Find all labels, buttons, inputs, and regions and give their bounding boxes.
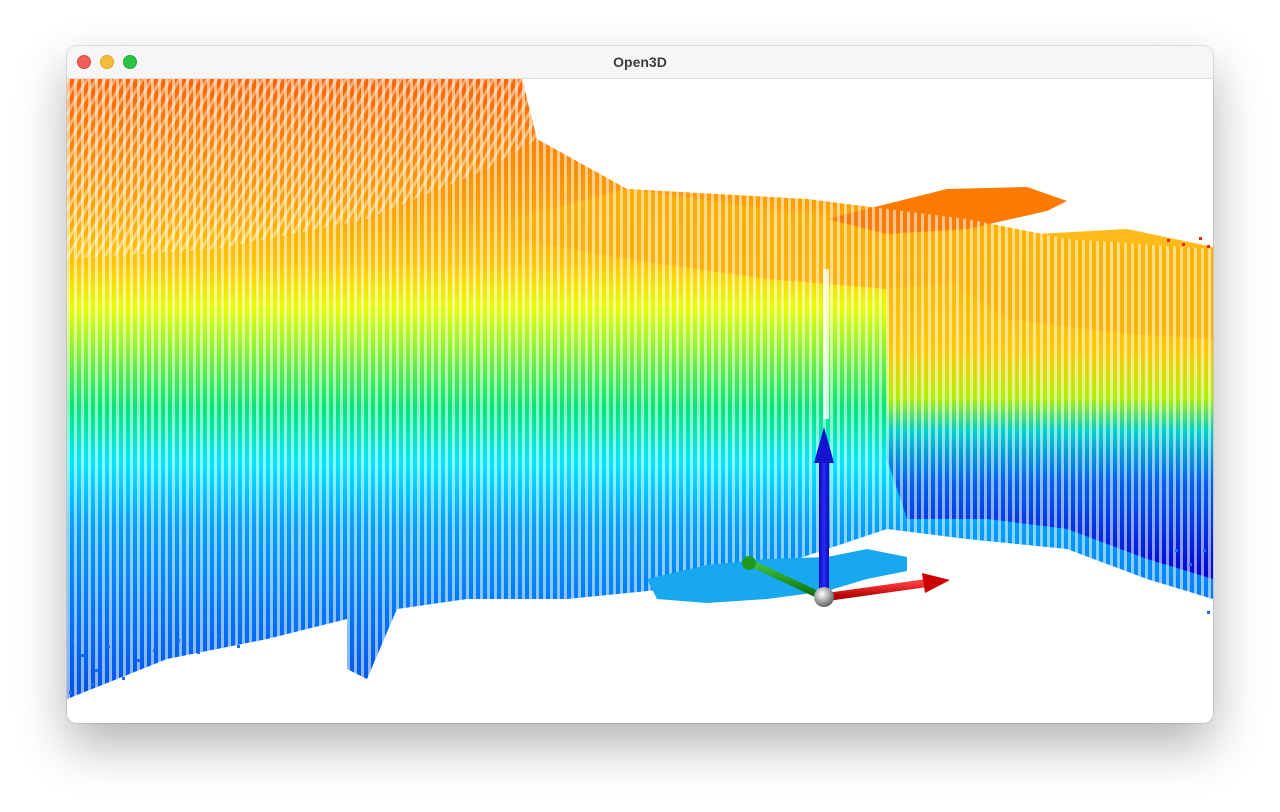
point-sampling-texture-top bbox=[67, 79, 537, 259]
x-axis-arrow bbox=[823, 579, 931, 601]
zoom-icon[interactable] bbox=[123, 55, 137, 69]
scatter-dots-top bbox=[1167, 237, 1210, 248]
window-title: Open3D bbox=[613, 54, 667, 70]
z-axis-arrowhead bbox=[814, 427, 834, 463]
x-axis-arrowhead bbox=[922, 573, 950, 593]
coordinate-frame bbox=[742, 427, 950, 607]
point-cloud-canvas[interactable] bbox=[67, 79, 1213, 723]
origin-sphere bbox=[814, 587, 834, 607]
point-sampling-texture bbox=[67, 79, 1213, 699]
minimize-icon[interactable] bbox=[100, 55, 114, 69]
open3d-window: Open3D bbox=[67, 46, 1213, 723]
title-bar[interactable]: Open3D bbox=[67, 46, 1213, 79]
3d-viewport[interactable] bbox=[67, 79, 1213, 723]
y-axis-arrow bbox=[751, 561, 827, 601]
vertical-streak bbox=[823, 269, 829, 419]
scatter-dots bbox=[69, 549, 1210, 694]
y-axis-arrowhead bbox=[742, 556, 756, 570]
z-axis-arrow bbox=[819, 459, 829, 595]
close-icon[interactable] bbox=[77, 55, 91, 69]
